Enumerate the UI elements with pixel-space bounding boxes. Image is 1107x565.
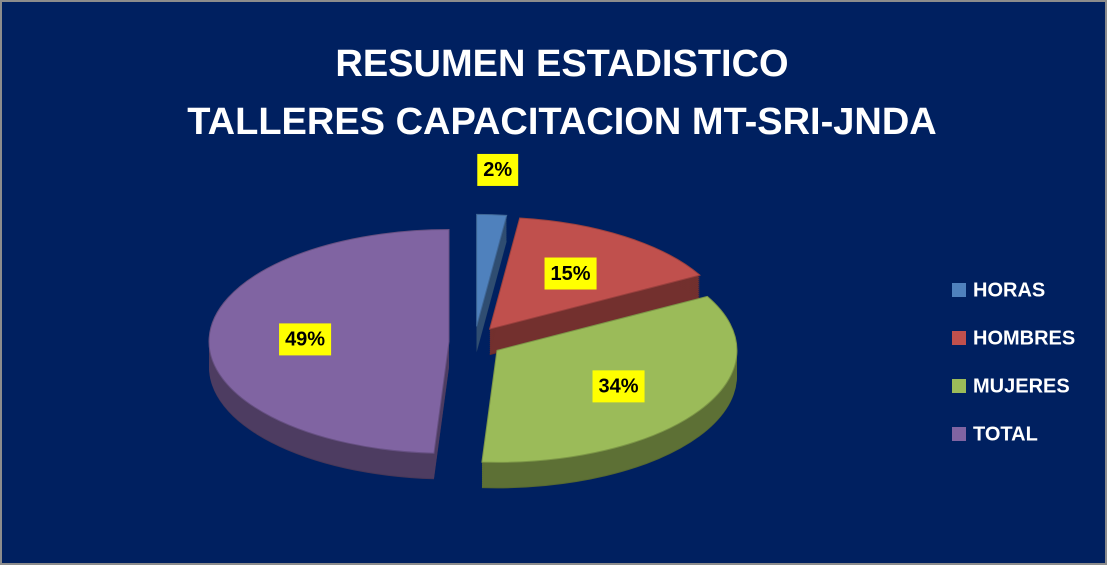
- data-label-box: [279, 323, 332, 356]
- chart-title: RESUMEN ESTADISTICO: [335, 43, 788, 85]
- legend-label: TOTAL: [973, 423, 1038, 445]
- data-label: 2%: [477, 153, 519, 186]
- data-label-text: 15%: [551, 263, 591, 285]
- data-label-text: 2%: [483, 159, 512, 181]
- chart-subtitle: TALLERES CAPACITACION MT-SRI-JNDA: [187, 101, 936, 143]
- legend-swatch: [952, 283, 966, 297]
- data-label: 49%: [279, 323, 332, 356]
- data-label-box: [477, 153, 519, 186]
- data-label: 34%: [592, 370, 645, 403]
- legend-swatch: [952, 379, 966, 393]
- data-label-text: 34%: [599, 376, 639, 398]
- legend-swatch: [952, 427, 966, 441]
- legend-label: HORAS: [973, 279, 1045, 301]
- data-label-text: 49%: [285, 329, 325, 351]
- data-label-box: [544, 257, 597, 290]
- legend-swatch: [952, 331, 966, 345]
- slice: [476, 213, 508, 327]
- data-label-box: [592, 370, 645, 403]
- legend-label: MUJERES: [973, 375, 1070, 397]
- legend-label: HOMBRES: [973, 327, 1075, 349]
- data-label: 15%: [544, 257, 597, 290]
